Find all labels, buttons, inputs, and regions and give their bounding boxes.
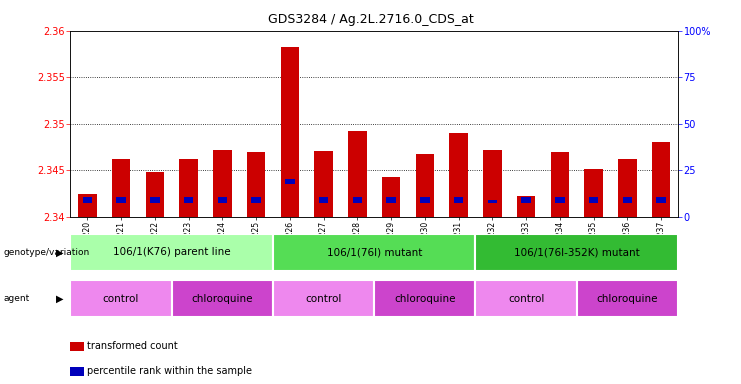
Bar xyxy=(555,197,565,203)
Bar xyxy=(483,150,502,217)
Bar xyxy=(70,280,172,317)
Text: control: control xyxy=(103,293,139,304)
Bar xyxy=(319,197,328,203)
Bar xyxy=(652,142,671,217)
Bar xyxy=(416,154,434,217)
Bar xyxy=(251,197,261,203)
Text: ▶: ▶ xyxy=(56,293,63,304)
Bar xyxy=(488,200,497,203)
Bar xyxy=(112,159,130,217)
Bar xyxy=(576,280,678,317)
Bar xyxy=(622,197,632,203)
Bar xyxy=(454,197,463,203)
Bar xyxy=(150,197,159,203)
Text: transformed count: transformed count xyxy=(87,341,177,351)
Bar xyxy=(618,159,637,217)
Bar xyxy=(516,195,536,217)
Bar xyxy=(273,234,476,271)
Bar xyxy=(657,197,666,203)
Text: genotype/variation: genotype/variation xyxy=(4,248,90,257)
Text: 106/1(76I-352K) mutant: 106/1(76I-352K) mutant xyxy=(514,247,639,258)
Bar xyxy=(522,197,531,203)
Bar xyxy=(551,152,569,217)
Bar xyxy=(78,194,96,217)
Bar xyxy=(449,133,468,217)
Text: chloroquine: chloroquine xyxy=(192,293,253,304)
Bar xyxy=(247,152,265,217)
Text: 106/1(76I) mutant: 106/1(76I) mutant xyxy=(327,247,422,258)
Bar xyxy=(145,172,164,217)
Bar xyxy=(285,179,294,184)
Text: chloroquine: chloroquine xyxy=(597,293,658,304)
Bar xyxy=(374,280,476,317)
Bar xyxy=(589,197,598,203)
Text: GDS3284 / Ag.2L.2716.0_CDS_at: GDS3284 / Ag.2L.2716.0_CDS_at xyxy=(268,13,473,26)
Text: agent: agent xyxy=(4,294,30,303)
Bar xyxy=(348,131,367,217)
Bar xyxy=(218,197,227,203)
Bar xyxy=(314,151,333,217)
Bar xyxy=(382,177,400,217)
Bar xyxy=(281,46,299,217)
Text: percentile rank within the sample: percentile rank within the sample xyxy=(87,366,252,376)
Bar xyxy=(585,169,603,217)
Bar xyxy=(476,280,576,317)
Text: ▶: ▶ xyxy=(56,247,63,258)
Bar xyxy=(116,197,126,203)
Bar xyxy=(179,159,198,217)
Bar xyxy=(172,280,273,317)
Bar xyxy=(82,197,92,203)
Bar xyxy=(184,197,193,203)
Bar xyxy=(213,150,232,217)
Bar xyxy=(70,234,273,271)
Text: control: control xyxy=(508,293,545,304)
Bar xyxy=(273,280,374,317)
Text: 106/1(K76) parent line: 106/1(K76) parent line xyxy=(113,247,230,258)
Bar xyxy=(476,234,678,271)
Bar xyxy=(353,197,362,203)
Text: control: control xyxy=(305,293,342,304)
Bar xyxy=(420,197,430,203)
Text: chloroquine: chloroquine xyxy=(394,293,456,304)
Bar xyxy=(386,197,396,203)
